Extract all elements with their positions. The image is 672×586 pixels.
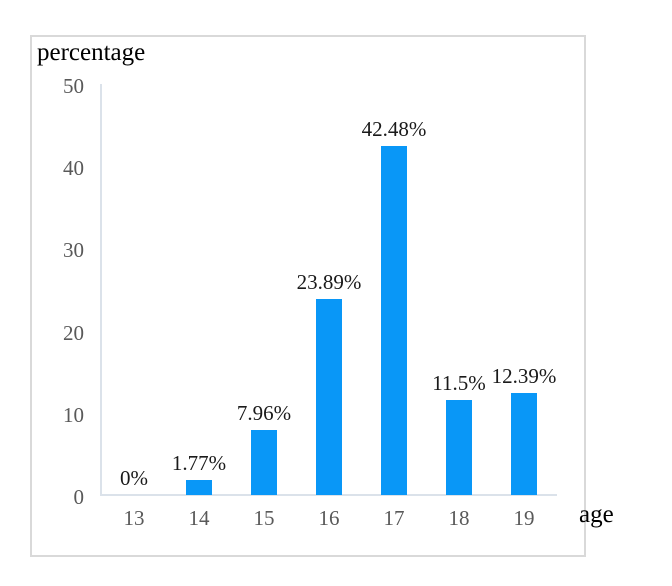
- bar-value-label: 0%: [120, 466, 148, 490]
- bar-value-label: 11.5%: [432, 371, 486, 396]
- x-tick-label: 16: [318, 506, 340, 530]
- x-tick-label: 19: [513, 506, 535, 530]
- bar: [446, 400, 472, 495]
- bar-value-label: 12.39%: [491, 364, 557, 389]
- x-tick-label: 18: [448, 506, 470, 530]
- y-tick-label: 30: [63, 238, 84, 263]
- chart-frame: [30, 35, 586, 557]
- y-tick-label: 10: [63, 402, 84, 427]
- x-axis-line: [100, 494, 557, 496]
- bar: [511, 393, 537, 495]
- x-tick-label: 14: [188, 506, 210, 530]
- y-tick-label: 40: [63, 156, 84, 181]
- y-tick-label: 0: [73, 485, 85, 509]
- y-axis-title: percentage: [37, 39, 146, 66]
- bar-value-label: 42.48%: [361, 116, 427, 141]
- y-axis-line: [100, 84, 102, 496]
- bar: [186, 480, 212, 495]
- bar-value-label: 7.96%: [236, 400, 292, 425]
- x-tick-label: 17: [383, 506, 405, 530]
- y-tick-label: 20: [63, 320, 84, 345]
- bar: [316, 298, 342, 495]
- bar: [251, 429, 277, 495]
- x-tick-label: 13: [123, 506, 145, 530]
- x-tick-label: 15: [253, 506, 275, 530]
- bar-value-label: 1.77%: [171, 451, 227, 476]
- bar: [381, 145, 407, 495]
- x-axis-title: age: [579, 501, 614, 528]
- y-tick-label: 50: [63, 74, 84, 98]
- bar-value-label: 23.89%: [296, 269, 362, 294]
